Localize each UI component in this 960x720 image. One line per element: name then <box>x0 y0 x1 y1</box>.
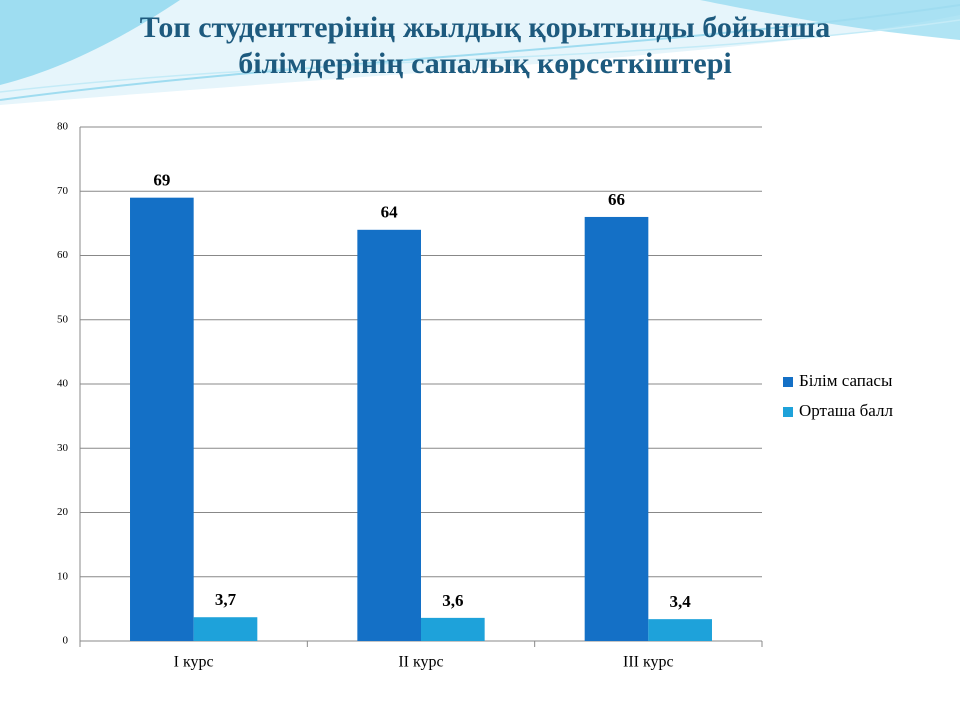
y-tick-label: 80 <box>57 121 69 133</box>
legend-label: Орташа балл <box>799 401 893 420</box>
bar <box>421 617 485 641</box>
data-label: 66 <box>608 190 625 209</box>
data-label: 64 <box>381 203 399 222</box>
y-tick-label: 40 <box>57 378 69 390</box>
data-label: 3,6 <box>442 591 463 610</box>
bar <box>584 216 649 641</box>
bar <box>357 229 421 642</box>
y-tick-label: 0 <box>63 635 69 647</box>
header-swirl <box>0 0 960 105</box>
decoration <box>0 0 960 105</box>
y-tick-label: 70 <box>57 185 69 197</box>
legend-swatch <box>783 377 793 387</box>
header-swirl <box>700 0 960 40</box>
legend-swatch <box>783 407 793 417</box>
x-tick-label: I курс <box>174 654 214 671</box>
data-label: 69 <box>153 171 170 190</box>
header-swirl <box>0 19 960 93</box>
y-tick-label: 30 <box>57 442 69 454</box>
chart-title: Топ студенттерінің жылдық қорытынды бойы… <box>140 11 830 44</box>
header-swirl <box>0 4 960 101</box>
y-tick-label: 20 <box>57 506 69 518</box>
bar <box>130 197 194 642</box>
bar <box>648 619 712 641</box>
y-tick-label: 50 <box>57 313 69 325</box>
header-swirl <box>0 0 180 85</box>
legend-label: Білім сапасы <box>799 371 893 390</box>
chart-title: білімдерінің сапалық көрсеткіштері <box>238 47 731 80</box>
data-label: 3,4 <box>670 592 692 611</box>
x-tick-label: II курс <box>398 654 443 671</box>
y-tick-label: 60 <box>57 249 69 261</box>
data-label: 3,7 <box>215 590 237 609</box>
bar <box>193 617 258 641</box>
y-tick-label: 10 <box>57 570 69 582</box>
x-tick-label: III курс <box>623 654 674 671</box>
